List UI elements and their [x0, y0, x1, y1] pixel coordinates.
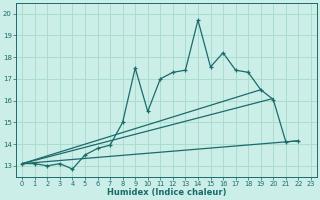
X-axis label: Humidex (Indice chaleur): Humidex (Indice chaleur)	[107, 188, 226, 197]
